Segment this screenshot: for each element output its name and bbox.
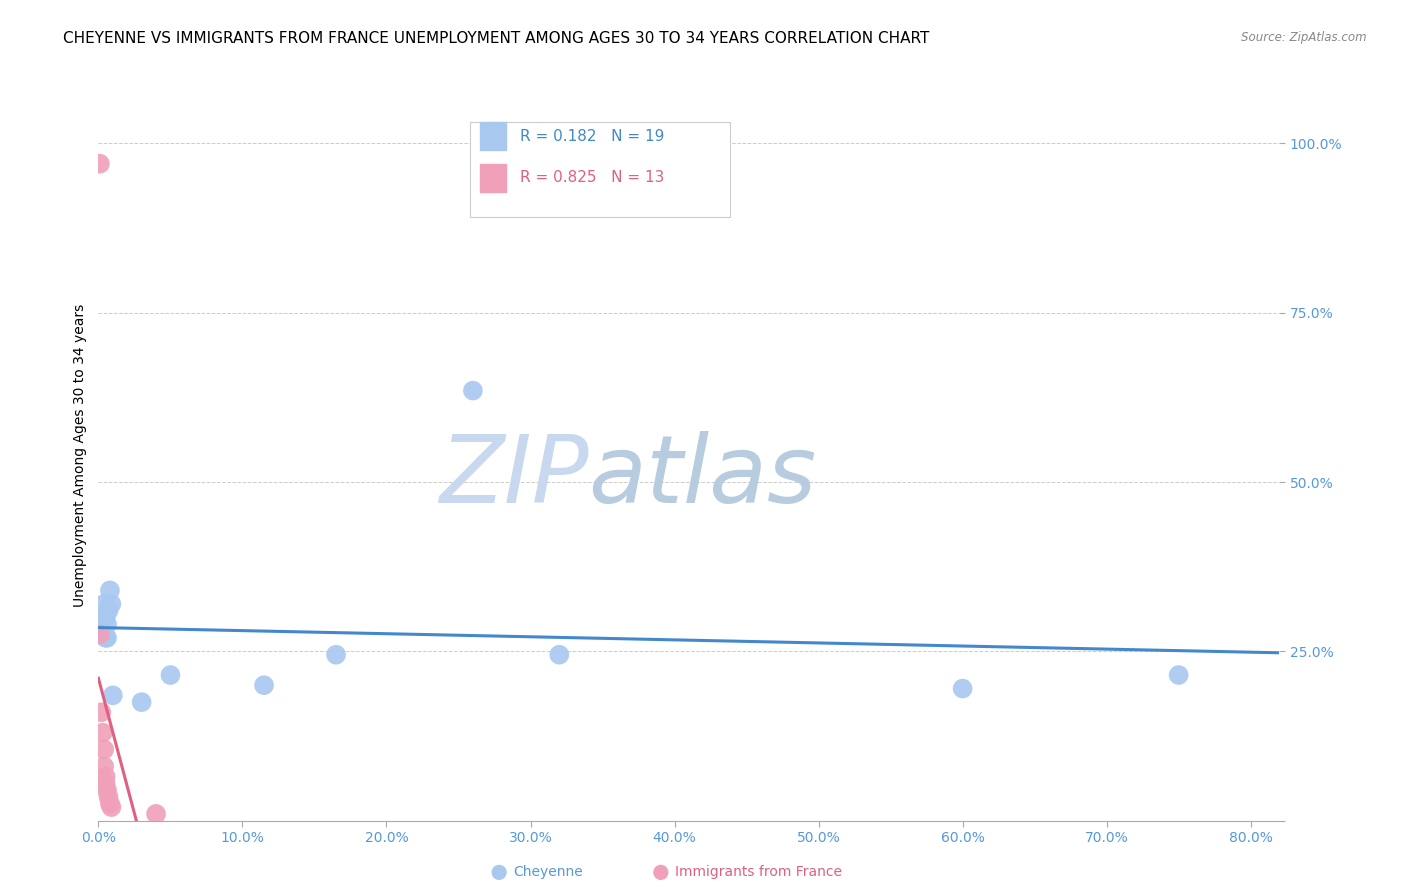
- Text: Source: ZipAtlas.com: Source: ZipAtlas.com: [1241, 31, 1367, 45]
- Point: [101, 689, 124, 703]
- Point: [91, 610, 114, 624]
- Text: Cheyenne: Cheyenne: [513, 865, 583, 880]
- Point: [952, 681, 974, 696]
- Point: [94, 610, 117, 624]
- Point: [1167, 668, 1189, 682]
- Point: [94, 631, 117, 645]
- Point: [94, 770, 117, 784]
- Point: [90, 706, 112, 720]
- Point: [145, 806, 167, 821]
- Point: [96, 631, 118, 645]
- Point: [89, 157, 111, 171]
- Y-axis label: Unemployment Among Ages 30 to 34 years: Unemployment Among Ages 30 to 34 years: [73, 303, 87, 607]
- Point: [93, 742, 115, 756]
- Point: [100, 597, 122, 611]
- Text: CHEYENNE VS IMMIGRANTS FROM FRANCE UNEMPLOYMENT AMONG AGES 30 TO 34 YEARS CORREL: CHEYENNE VS IMMIGRANTS FROM FRANCE UNEMP…: [63, 31, 929, 46]
- Text: R = 0.825   N = 13: R = 0.825 N = 13: [520, 170, 665, 186]
- Point: [98, 583, 121, 598]
- Point: [599, 798, 621, 813]
- Text: atlas: atlas: [589, 432, 817, 523]
- Point: [93, 597, 115, 611]
- Point: [253, 678, 276, 692]
- Point: [131, 695, 153, 709]
- Point: [461, 384, 484, 398]
- FancyBboxPatch shape: [479, 164, 506, 192]
- FancyBboxPatch shape: [479, 122, 506, 150]
- Point: [93, 759, 115, 773]
- Point: [98, 797, 121, 811]
- Point: [325, 648, 347, 662]
- Point: [96, 783, 118, 797]
- Point: [97, 789, 120, 804]
- Point: [159, 668, 181, 682]
- Point: [89, 627, 111, 641]
- Point: [94, 776, 117, 790]
- Point: [90, 624, 112, 638]
- FancyBboxPatch shape: [471, 122, 730, 218]
- Point: [91, 725, 114, 739]
- Point: [548, 648, 571, 662]
- Point: [100, 800, 122, 814]
- Point: [763, 798, 786, 813]
- Point: [97, 604, 120, 618]
- Point: [96, 617, 118, 632]
- Text: R = 0.182   N = 19: R = 0.182 N = 19: [520, 128, 665, 144]
- Text: Immigrants from France: Immigrants from France: [675, 865, 842, 880]
- Text: ZIP: ZIP: [439, 432, 589, 523]
